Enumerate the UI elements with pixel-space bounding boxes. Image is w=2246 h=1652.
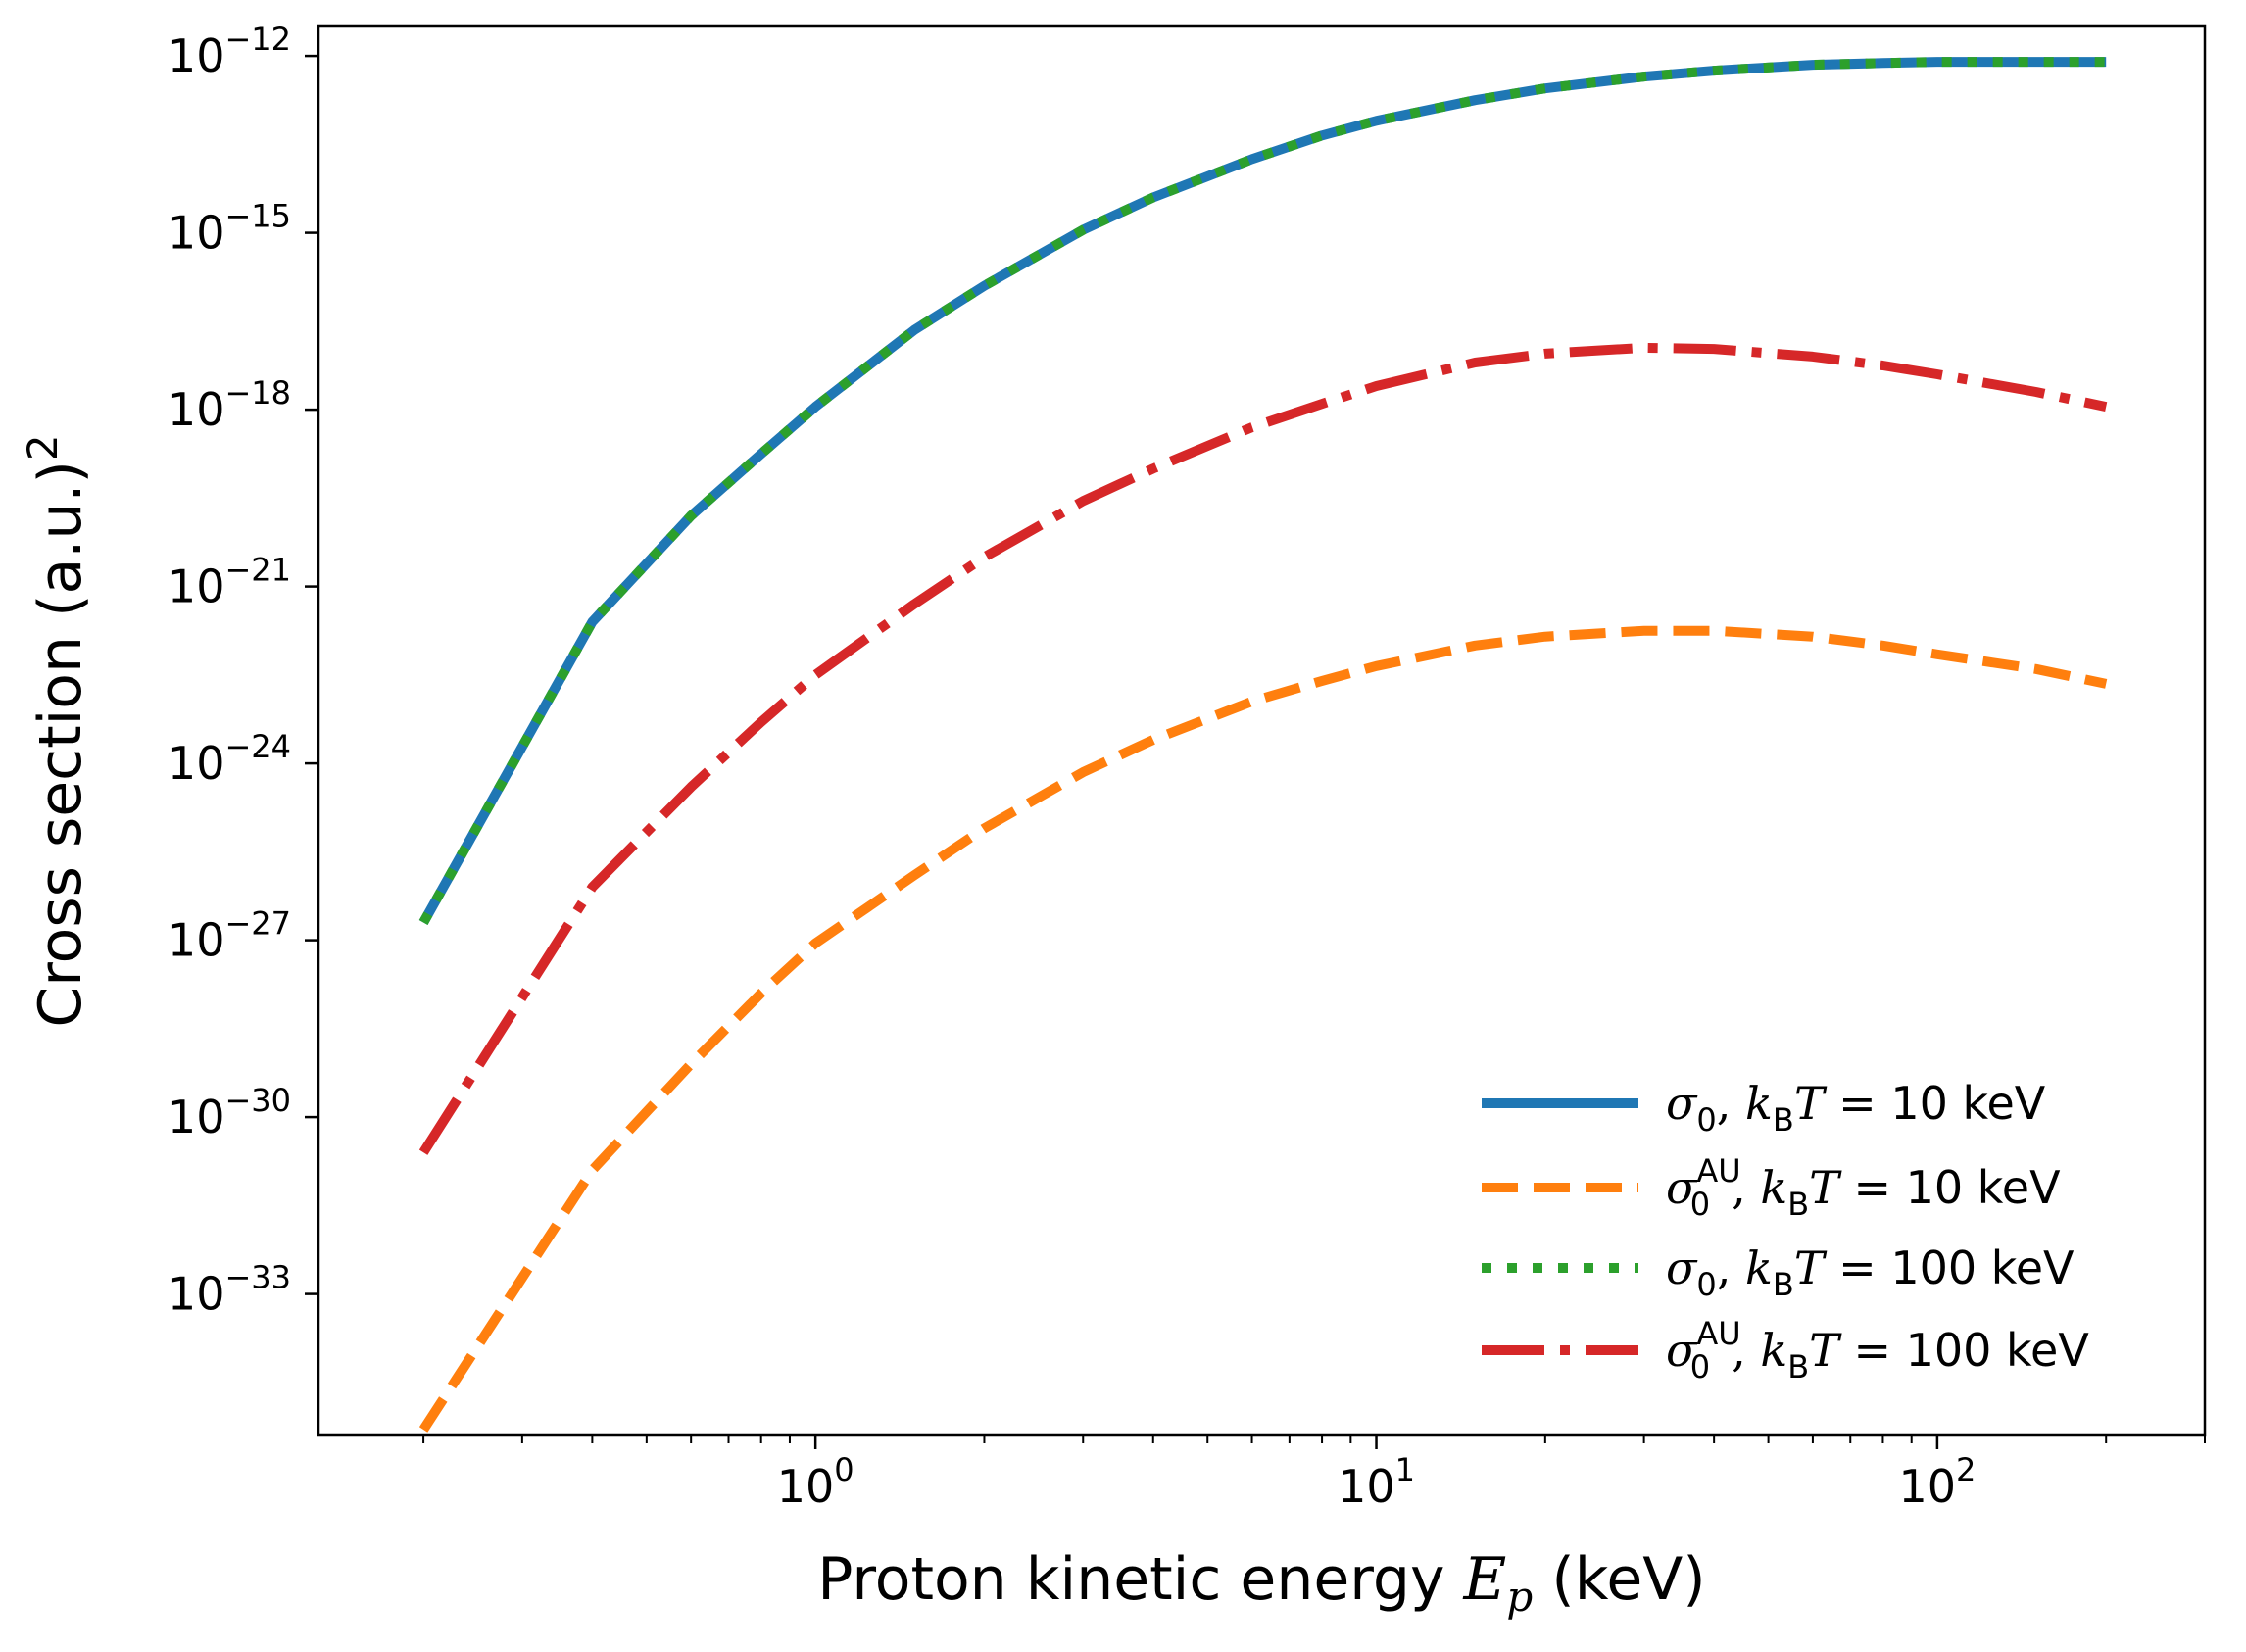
y-tick-label-4: 10−24	[168, 728, 291, 790]
y-tick-label-7: 10−33	[168, 1259, 291, 1321]
y-tick-label-base-2: 10	[168, 383, 225, 436]
legend-label-3: σAU 0, kBT = 100 keV	[1666, 1315, 2089, 1385]
legend-sup-1: AU	[1696, 1152, 1740, 1190]
x-axis-title-sub: p	[1506, 1573, 1533, 1621]
y-tick-label-base-6: 10	[168, 1091, 225, 1143]
x-tick-label-exp-1: 1	[1395, 1451, 1415, 1488]
y-tick-label-1: 10−15	[168, 198, 291, 260]
y-tick-label-base-3: 10	[168, 560, 225, 613]
legend-T-1: T	[1809, 1161, 1842, 1214]
legend-k-2: k	[1745, 1241, 1773, 1294]
legend-label-2: σ0, kBT = 100 keV	[1666, 1241, 2075, 1303]
legend-k-0: k	[1745, 1077, 1773, 1130]
y-tick-label-base-7: 10	[168, 1268, 225, 1321]
y-tick-label-0: 10−12	[168, 21, 291, 82]
legend-comma-1: ,	[1732, 1161, 1760, 1214]
x-tick-label-base-0: 10	[777, 1460, 835, 1513]
legend-rest-3: = 100 keV	[1839, 1324, 2090, 1377]
x-tick-label-0: 100	[777, 1451, 854, 1513]
y-tick-label-exp-3: −21	[224, 552, 291, 589]
axis-ticks	[305, 54, 2206, 1449]
axis-titles: Proton kinetic energy Ep (keV) Cross sec…	[19, 434, 1706, 1621]
y-tick-label-exp-0: −12	[224, 21, 291, 58]
x-tick-label-exp-0: 0	[834, 1451, 854, 1488]
y-tick-label-base-1: 10	[168, 207, 225, 260]
y-tick-label-exp-4: −24	[224, 728, 291, 765]
legend-comma-2: ,	[1717, 1241, 1745, 1294]
y-tick-label-exp-6: −30	[224, 1082, 291, 1119]
x-axis-title: Proton kinetic energy Ep (keV)	[817, 1545, 1705, 1621]
series-line-0	[418, 57, 2107, 925]
legend-ksub-0: B	[1773, 1101, 1794, 1139]
y-tick-label-2: 10−18	[168, 374, 291, 436]
legend-sub-3: 0	[1690, 1348, 1710, 1385]
x-axis-title-var: E	[1463, 1545, 1507, 1614]
legend-sub-1: 0	[1690, 1186, 1710, 1223]
plot-frame	[317, 24, 2207, 1437]
legend-sigma-2: σ	[1666, 1241, 1698, 1294]
y-tick-label-5: 10−27	[168, 905, 291, 967]
legend-T-0: T	[1794, 1077, 1828, 1130]
x-tick-label-exp-2: 2	[1956, 1451, 1976, 1488]
y-tick-label-base-4: 10	[168, 737, 225, 790]
legend-T-3: T	[1809, 1324, 1842, 1377]
series-lines	[418, 57, 2108, 1433]
y-tick-label-exp-2: −18	[224, 374, 291, 412]
legend-T-2: T	[1794, 1241, 1828, 1294]
legend-comma-0: ,	[1717, 1077, 1745, 1130]
legend-sigma-0: σ	[1666, 1077, 1698, 1130]
series-line-3	[418, 342, 2108, 1155]
y-axis-title-sup: 2	[19, 434, 67, 461]
legend-sub-0: 0	[1696, 1101, 1716, 1139]
y-tick-label-6: 10−30	[168, 1082, 291, 1143]
legend-sup-3: AU	[1696, 1315, 1740, 1352]
legend-rest-2: = 100 keV	[1825, 1241, 2075, 1294]
legend-sigma-1: σ	[1666, 1161, 1698, 1214]
legend-rest-1: = 10 keV	[1839, 1161, 2061, 1214]
legend-rest-0: = 10 keV	[1825, 1077, 2046, 1130]
series-line-2	[418, 57, 2107, 925]
series-line-1	[418, 625, 2108, 1433]
x-tick-label-2: 102	[1898, 1451, 1976, 1513]
legend-sigma-3: σ	[1666, 1324, 1698, 1377]
y-axis-title: Cross section (a.u.)2	[19, 434, 95, 1027]
x-axis-title-prefix: Proton kinetic energy	[817, 1545, 1463, 1614]
tick-labels: 100 101 10210−1210−1510−1810−2110−2410−271…	[168, 21, 1976, 1513]
x-tick-label-base-1: 10	[1338, 1460, 1395, 1513]
y-tick-label-base-5: 10	[168, 914, 225, 967]
x-tick-label-base-2: 10	[1898, 1460, 1956, 1513]
legend-label-1: σAU 0, kBT = 10 keV	[1666, 1152, 2061, 1223]
legend-ksub-3: B	[1787, 1348, 1809, 1385]
legend-comma-3: ,	[1732, 1324, 1760, 1377]
legend-k-3: k	[1760, 1324, 1787, 1377]
y-tick-label-exp-1: −15	[224, 198, 291, 235]
y-tick-label-exp-5: −27	[224, 905, 291, 943]
y-tick-label-exp-7: −33	[224, 1259, 291, 1296]
legend-ksub-1: B	[1787, 1186, 1809, 1223]
legend-k-1: k	[1760, 1161, 1787, 1214]
x-tick-label-1: 101	[1338, 1451, 1415, 1513]
y-tick-label-3: 10−21	[168, 552, 291, 613]
legend-sub-2: 0	[1696, 1266, 1716, 1303]
x-axis-title-suffix: (keV)	[1533, 1545, 1705, 1614]
legend-ksub-2: B	[1773, 1266, 1794, 1303]
y-tick-label-base-0: 10	[168, 29, 225, 82]
y-axis-title-base: Cross section (a.u.)	[26, 461, 95, 1027]
legend-label-0: σ0, kBT = 10 keV	[1666, 1077, 2046, 1139]
